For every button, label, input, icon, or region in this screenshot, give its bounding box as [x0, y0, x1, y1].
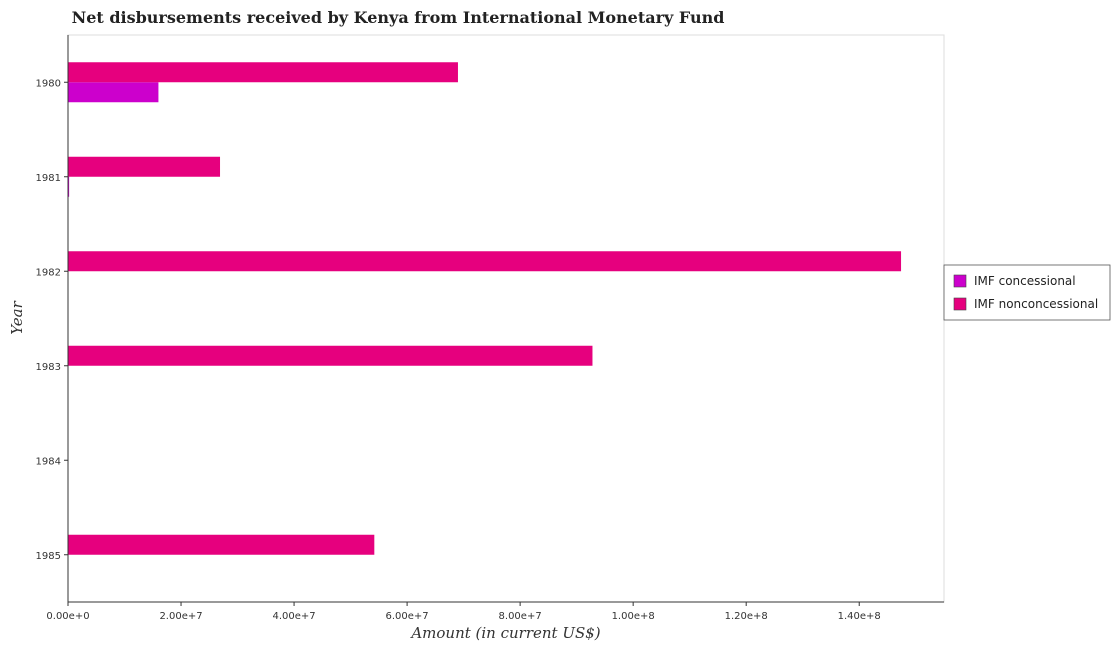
- legend-swatch-nonconcessional: [953, 297, 967, 311]
- x-tick-label-4: 8.00e+7: [499, 611, 542, 622]
- x-axis-label: Amount (in current US$): [409, 624, 600, 642]
- legend-label-concessional: IMF concessional: [974, 274, 1076, 288]
- legend-swatch-concessional: [953, 274, 967, 288]
- bar-nonconcessional-1985: [68, 534, 375, 555]
- bar-nonconcessional-1983: [68, 345, 593, 366]
- chart-title: Net disbursements received by Kenya from…: [72, 8, 725, 27]
- y-tick-label-1982: 1982: [36, 267, 61, 278]
- x-tick-label-0: 0.00e+0: [46, 611, 89, 622]
- bar-nonconcessional-1980: [68, 62, 458, 83]
- x-tick-label-3: 6.00e+7: [386, 611, 429, 622]
- legend-label-nonconcessional: IMF nonconcessional: [974, 297, 1098, 311]
- bar-nonconcessional-1982: [68, 251, 902, 272]
- y-tick-label-1985: 1985: [36, 551, 61, 562]
- bar-concessional-1980: [68, 82, 159, 103]
- bar-concessional-1981: [68, 176, 70, 197]
- y-tick-label-1981: 1981: [36, 173, 61, 184]
- y-ticks-group: 1980 1981 1982 1983 1984 1985: [36, 78, 68, 562]
- legend-box: [943, 264, 1111, 321]
- bars-group: [68, 62, 902, 555]
- y-axis-label: Year: [8, 300, 26, 334]
- y-tick-label-1984: 1984: [36, 456, 61, 467]
- y-tick-label-1983: 1983: [36, 362, 61, 373]
- x-tick-label-6: 1.20e+8: [725, 611, 768, 622]
- x-ticks-group: 0.00e+0 2.00e+7 4.00e+7 6.00e+7 8.00e+7 1.00e…: [46, 602, 881, 622]
- x-tick-label-1: 2.00e+7: [159, 611, 202, 622]
- x-tick-label-5: 1.00e+8: [612, 611, 655, 622]
- y-tick-label-1980: 1980: [36, 78, 61, 89]
- bar-nonconcessional-1981: [68, 156, 221, 177]
- x-tick-label-2: 4.00e+7: [272, 611, 315, 622]
- x-tick-label-7: 1.40e+8: [838, 611, 881, 622]
- plot-area: [67, 34, 945, 603]
- legend: IMF concessional IMF nonconcessional: [943, 264, 1111, 321]
